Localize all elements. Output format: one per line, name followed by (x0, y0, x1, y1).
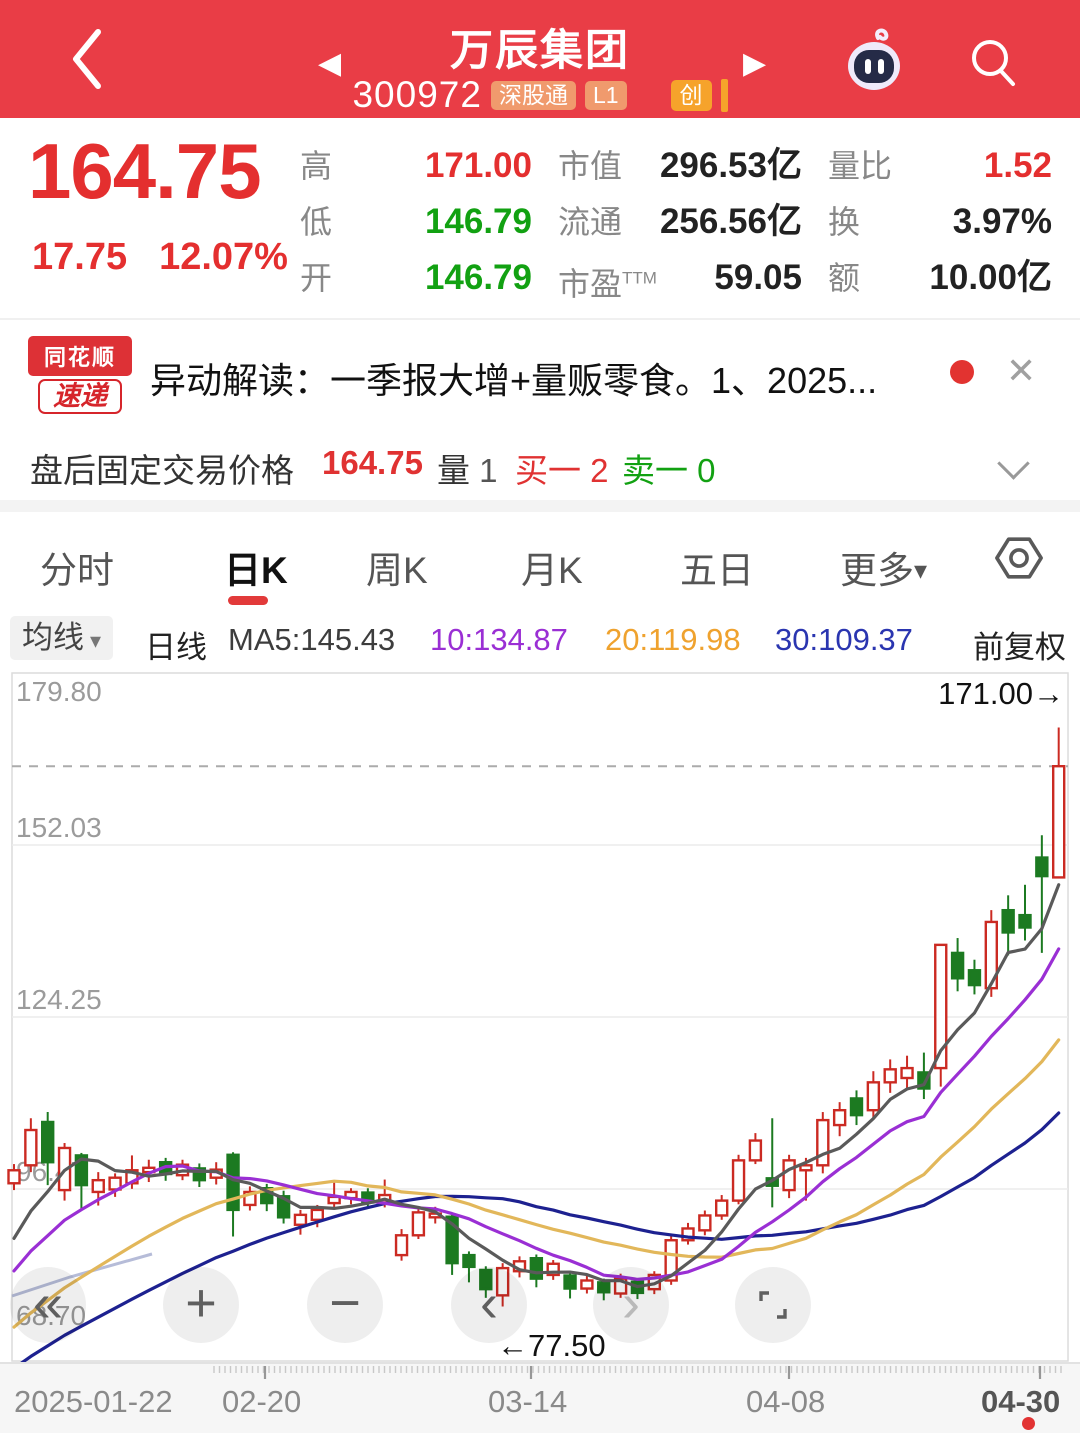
search-icon[interactable] (966, 36, 1020, 95)
quote-panel: 164.75 17.75 12.07% 高 171.00 低 146.79 开 1… (0, 118, 1080, 434)
after-hours-volume: 量 1 (437, 452, 498, 489)
float-value: 256.56亿 (659, 202, 802, 241)
zoom-in-button[interactable]: + (163, 1267, 239, 1343)
open-label: 开 (300, 260, 333, 296)
low-annotation: ←77.50 (497, 1328, 606, 1363)
turnover-label: 换 (828, 204, 861, 240)
volratio-label: 量比 (828, 148, 893, 184)
next-stock-icon[interactable]: ▶ (743, 47, 767, 80)
low-label: 低 (300, 204, 333, 240)
x-label-end: 04-30 (981, 1384, 1061, 1419)
tab-monthly-k[interactable]: 月K (521, 550, 583, 591)
pan-right-button[interactable]: › (593, 1267, 669, 1343)
tab-daily-k[interactable]: 日K (224, 550, 288, 591)
chart-settings-icon[interactable] (993, 534, 1045, 587)
ask-one: 卖一 0 (622, 452, 716, 489)
bid-one: 买一 2 (515, 452, 609, 489)
badge-sliver (720, 78, 728, 112)
zoom-out-button[interactable]: − (307, 1267, 383, 1343)
caret-down-icon: ▾ (90, 628, 102, 653)
low-value: 146.79 (424, 202, 532, 241)
badge-l1: L1 (584, 80, 627, 110)
x-label-mar: 03-14 (488, 1384, 568, 1419)
active-tab-indicator (228, 596, 268, 605)
pe-label: 市盈TTM (558, 265, 657, 302)
rewind-button[interactable]: « (10, 1267, 86, 1343)
price-change-row: 17.75 12.07% (32, 236, 320, 279)
stock-code: 300972 (352, 74, 482, 115)
tab-more[interactable]: 更多▾ (840, 550, 928, 591)
period-label: 日线 (145, 630, 207, 665)
badge-chuang: 创 (670, 79, 712, 111)
back-icon[interactable] (66, 26, 106, 97)
kline-chart[interactable]: 179.80 152.03 124.25 96.47 68.70 171.00→… (0, 668, 1080, 1363)
high-value: 171.00 (424, 146, 532, 185)
amount-value: 10.00亿 (929, 258, 1052, 297)
tab-fenshi[interactable]: 分时 (40, 550, 114, 591)
ai-assistant-icon[interactable] (840, 26, 908, 99)
tab-weekly-k[interactable]: 周K (366, 550, 428, 591)
ma30-value: 30:109.37 (775, 622, 913, 657)
float-label: 流通 (558, 204, 623, 240)
after-hours-label: 盘后固定交易价格 (30, 452, 294, 489)
section-divider (0, 500, 1080, 512)
y-tick-3: 124.25 (16, 984, 102, 1015)
news-bar[interactable]: 同花顺 速递 异动解读：一季报大增+量贩零食。1、2025... ✕ (0, 318, 1080, 430)
logo-top-text: 同花顺 (28, 336, 132, 376)
fullscreen-button[interactable] (735, 1267, 811, 1343)
y-tick-2: 152.03 (16, 812, 102, 843)
last-price: 164.75 (28, 127, 262, 215)
marketcap-label: 市值 (558, 148, 623, 184)
stock-code-row: 300972 深股通 L1 创 (0, 74, 1080, 116)
open-value: 146.79 (424, 258, 532, 297)
current-date-dot (1022, 1417, 1035, 1430)
y-tick-1: 179.80 (16, 676, 102, 707)
after-hours-price: 164.75 (322, 444, 423, 481)
news-headline[interactable]: 异动解读：一季报大增+量贩零食。1、2025... (150, 360, 878, 401)
ths-express-logo: 同花顺 速递 (28, 336, 132, 415)
tab-five-day[interactable]: 五日 (680, 550, 754, 591)
close-icon[interactable]: ✕ (1006, 350, 1037, 391)
x-label-feb: 02-20 (222, 1384, 302, 1419)
period-tabs: 分时 日K 周K 月K 五日 更多▾ (0, 512, 1080, 612)
change-value: 17.75 (32, 236, 128, 278)
unread-dot-icon (950, 360, 974, 384)
ruler-ticks (213, 1366, 1062, 1379)
adjust-mode[interactable]: 前复权 (973, 630, 1066, 665)
ma10-value: 10:134.87 (430, 622, 568, 657)
marketcap-value: 296.53亿 (659, 146, 802, 185)
logo-bottom-text: 速递 (38, 379, 122, 415)
caret-down-icon: ▾ (914, 555, 928, 585)
x-label-start: 2025-01-22 (14, 1384, 173, 1419)
stock-title: 万辰集团 (450, 27, 630, 75)
ma5-value: MA5:145.43 (228, 622, 396, 657)
kline-svg[interactable] (0, 670, 1080, 1362)
change-percent: 12.07% (159, 236, 288, 278)
high-label: 高 (300, 148, 333, 184)
turnover-value: 3.97% (952, 202, 1052, 241)
ma-selector[interactable]: 均线 ▾ (10, 616, 114, 660)
pe-value: 59.05 (714, 258, 802, 297)
pan-left-button[interactable]: ‹ (451, 1267, 527, 1343)
x-axis-strip[interactable]: 2025-01-22 02-20 03-14 04-08 04-30 (0, 1362, 1080, 1433)
ma-legend-bar: 均线 ▾ 日线 MA5:145.43 10:134.87 20:119.98 30… (0, 610, 1080, 670)
prev-stock-icon[interactable]: ◀ (318, 47, 342, 80)
chevron-down-icon[interactable] (997, 447, 1030, 480)
ma20-value: 20:119.98 (605, 622, 741, 657)
app-header: ◀ 万辰集团 300972 深股通 L1 创 ▶ (0, 0, 1080, 118)
high-annotation: 171.00→ (938, 676, 1064, 711)
amount-label: 额 (828, 260, 861, 296)
x-label-apr: 04-08 (746, 1384, 826, 1419)
volratio-value: 1.52 (983, 146, 1052, 185)
badge-shengutong: 深股通 (490, 80, 576, 110)
after-hours-row[interactable]: 盘后固定交易价格 164.75 量 1 买一 2 卖一 0 (0, 426, 1080, 500)
